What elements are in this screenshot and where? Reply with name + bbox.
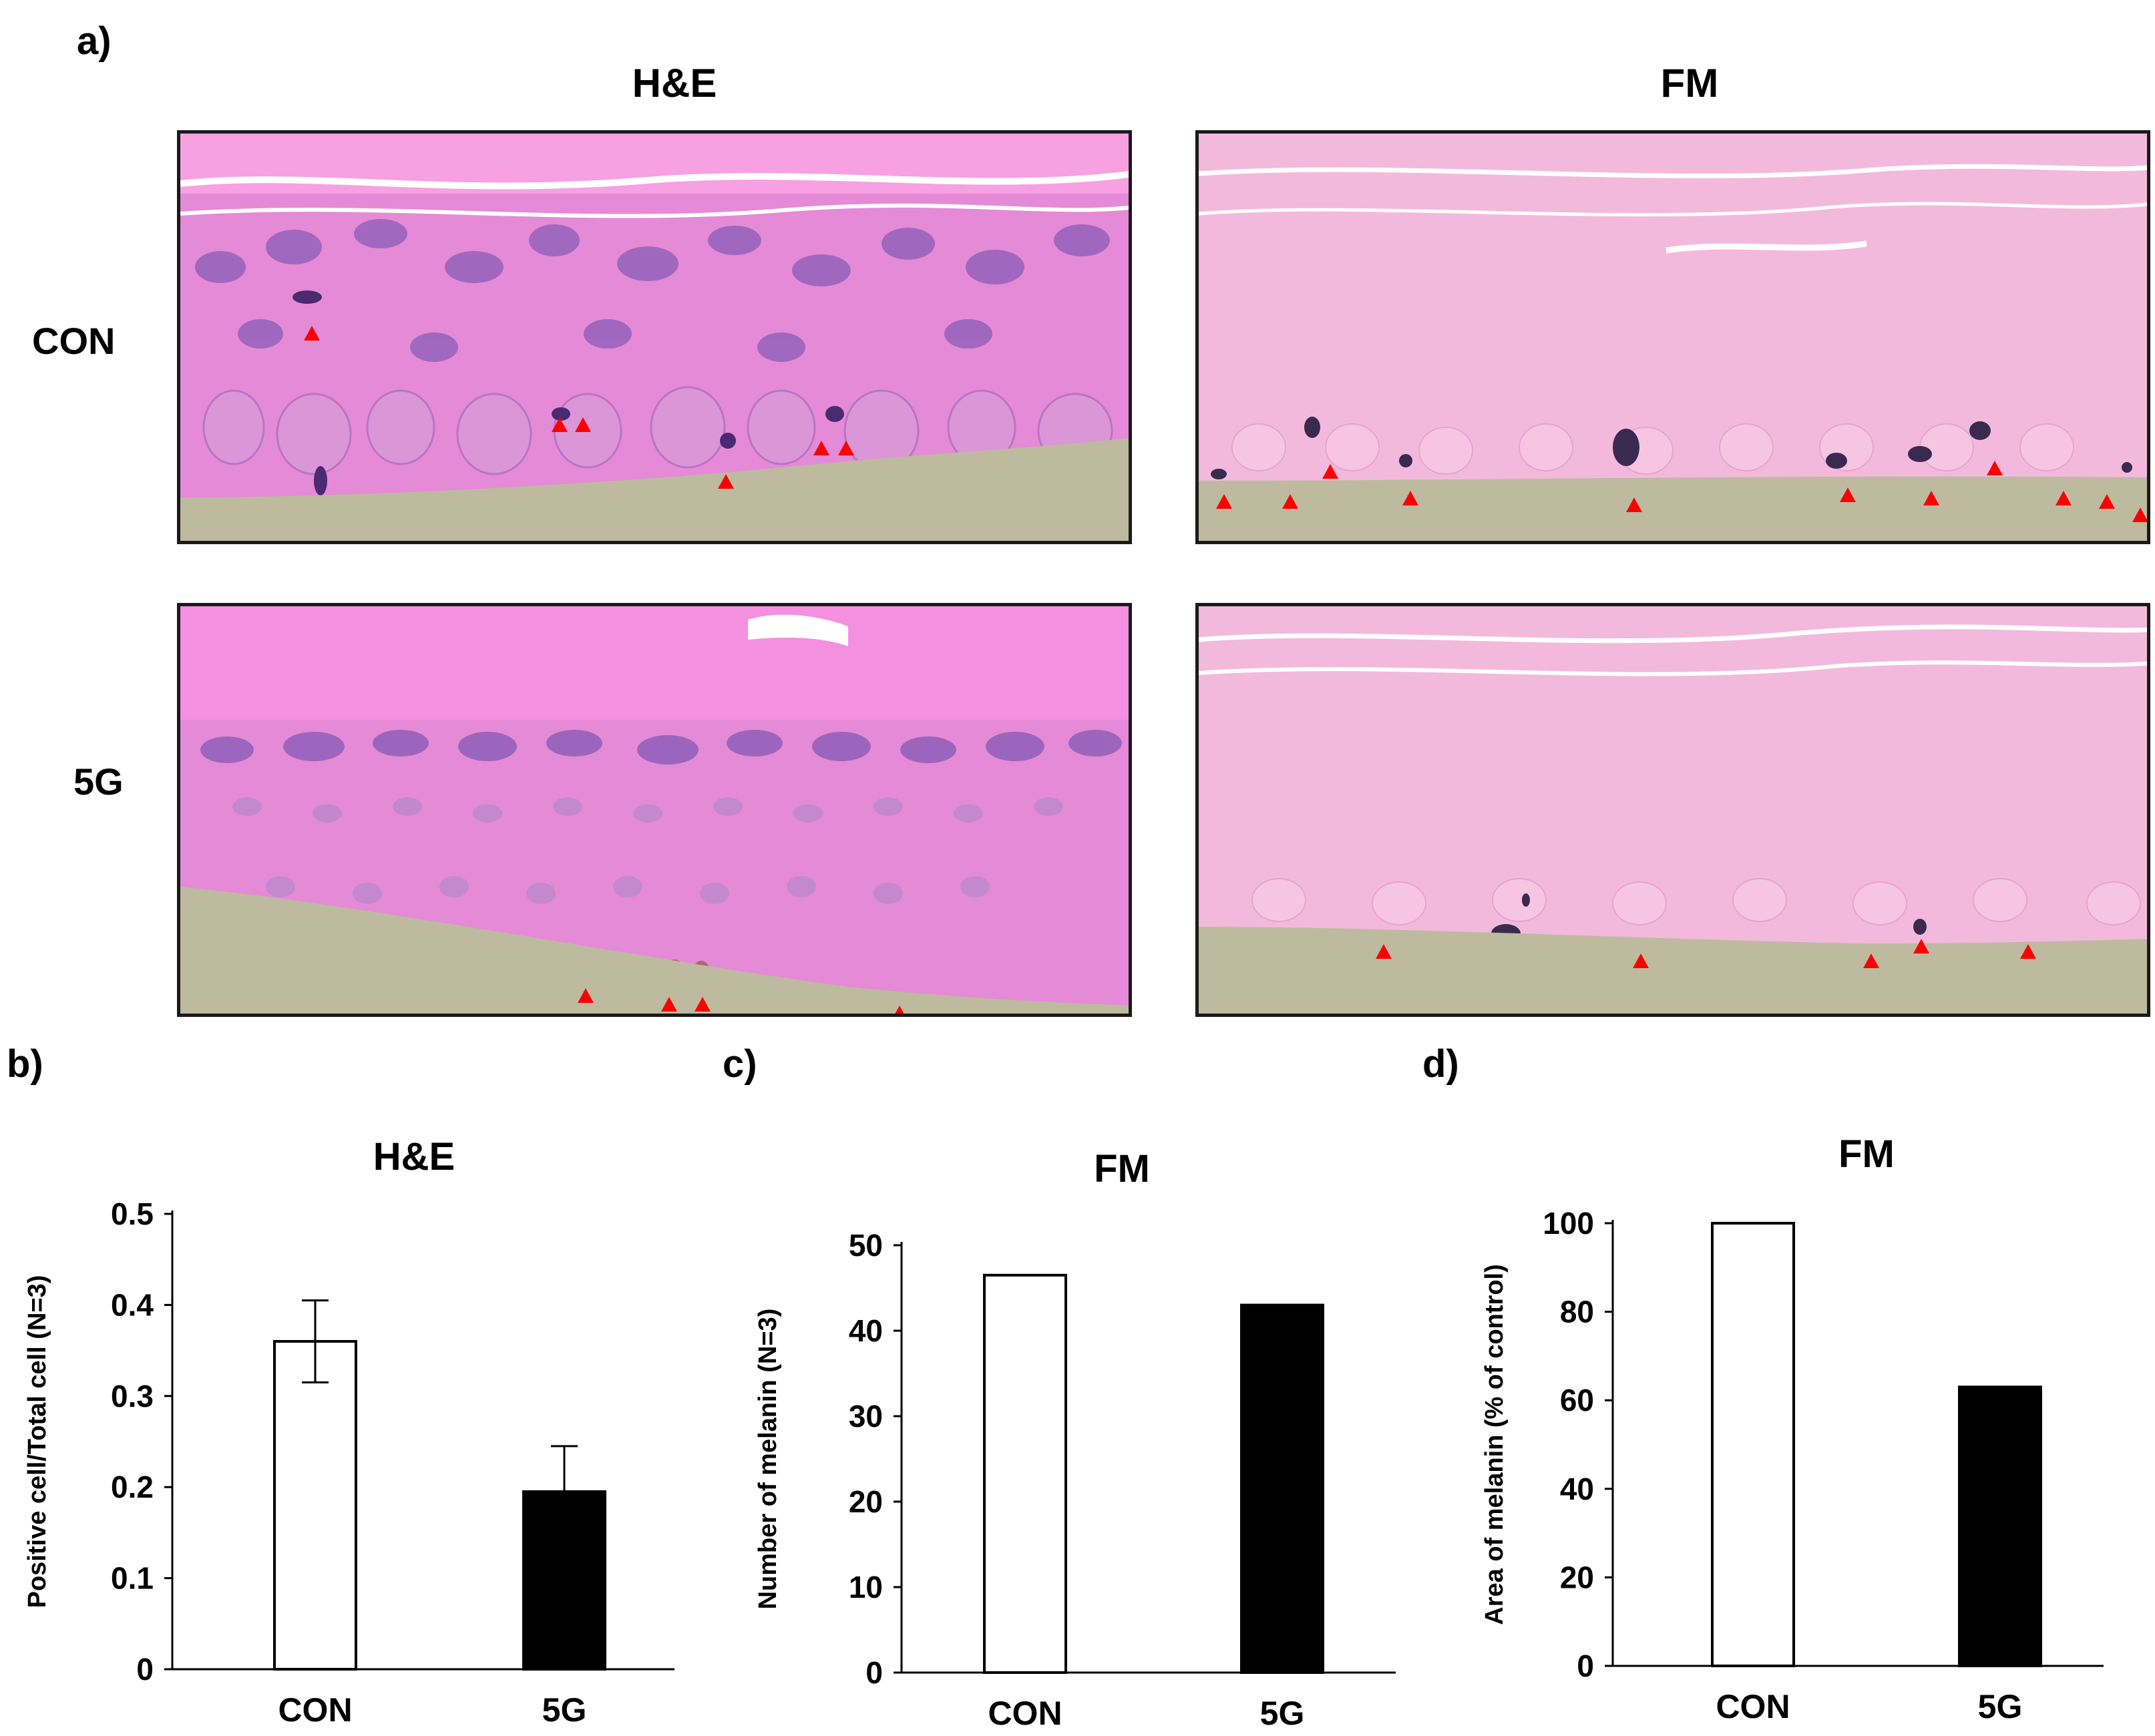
y-tick-label: 0.1 (111, 1561, 154, 1596)
y-tick-label: 0 (1577, 1649, 1594, 1683)
bar-chart-he: H&E Positive cell/Total cell (N=3) 0 0.1 0.2… (23, 1135, 674, 1729)
chart-title: FM (1838, 1132, 1895, 1176)
y-axis-label: Positive cell/Total cell (N=3) (23, 1275, 51, 1608)
x-tick-label: 5G (542, 1691, 587, 1729)
bar-con (1711, 1222, 1795, 1667)
x-tick-label: CON (278, 1691, 352, 1729)
chart-title: FM (1094, 1147, 1150, 1190)
x-tick-label: 5G (1978, 1688, 2023, 1725)
panel-label-d: d) (1422, 1042, 1459, 1086)
panel-label-b: b) (7, 1042, 43, 1086)
micrograph-he-5g (177, 603, 1132, 1017)
column-title-he: H&E (632, 61, 717, 105)
bar-5g (1958, 1385, 2042, 1667)
y-tick-label: 50 (849, 1228, 883, 1263)
micrograph-fm-con (1195, 130, 2150, 544)
y-tick-label: 0.4 (111, 1287, 154, 1322)
x-tick-label: CON (1716, 1688, 1790, 1725)
y-tick-label: 20 (1560, 1560, 1594, 1594)
y-tick-label: 100 (1543, 1206, 1594, 1241)
y-tick-label: 40 (1560, 1472, 1594, 1506)
y-tick-label: 10 (849, 1570, 883, 1604)
bar-con (273, 1339, 357, 1671)
y-axis-label: Area of melanin (% of control) (1481, 1264, 1509, 1624)
micrograph-he-con (177, 130, 1132, 544)
y-tick-label: 30 (849, 1399, 883, 1434)
x-tick-label: CON (988, 1695, 1062, 1732)
y-tick-label: 0.2 (111, 1470, 154, 1504)
bar-con (983, 1273, 1067, 1675)
chart-title: H&E (373, 1135, 455, 1178)
y-tick-label: 0.5 (111, 1197, 154, 1231)
x-tick-label: 5G (1260, 1695, 1305, 1732)
column-title-fm: FM (1660, 61, 1719, 105)
micrograph-fm-5g (1195, 603, 2150, 1017)
y-tick-label: 40 (849, 1313, 883, 1348)
y-tick-label: 20 (849, 1484, 883, 1519)
y-tick-label: 60 (1560, 1383, 1594, 1418)
row-label-con: CON (32, 320, 116, 362)
row-label-5g: 5G (73, 761, 124, 803)
y-axis-label: Number of melanin (N=3) (754, 1309, 782, 1610)
panel-label-c: c) (723, 1042, 757, 1086)
y-tick-label: 0.3 (111, 1379, 154, 1414)
bar-chart-fm-area: FM Area of melanin (% of control) 0 20 40 60 8… (1481, 1132, 2104, 1725)
y-tick-label: 0 (865, 1655, 883, 1690)
bar-chart-fm-number: FM Number of melanin (N=3) 0 10 20 30 40 50 CON 5… (754, 1147, 1396, 1732)
y-tick-label: 0 (136, 1652, 154, 1687)
y-tick-label: 80 (1560, 1295, 1594, 1329)
bar-5g (1240, 1303, 1324, 1675)
panel-label-a: a) (77, 19, 112, 63)
